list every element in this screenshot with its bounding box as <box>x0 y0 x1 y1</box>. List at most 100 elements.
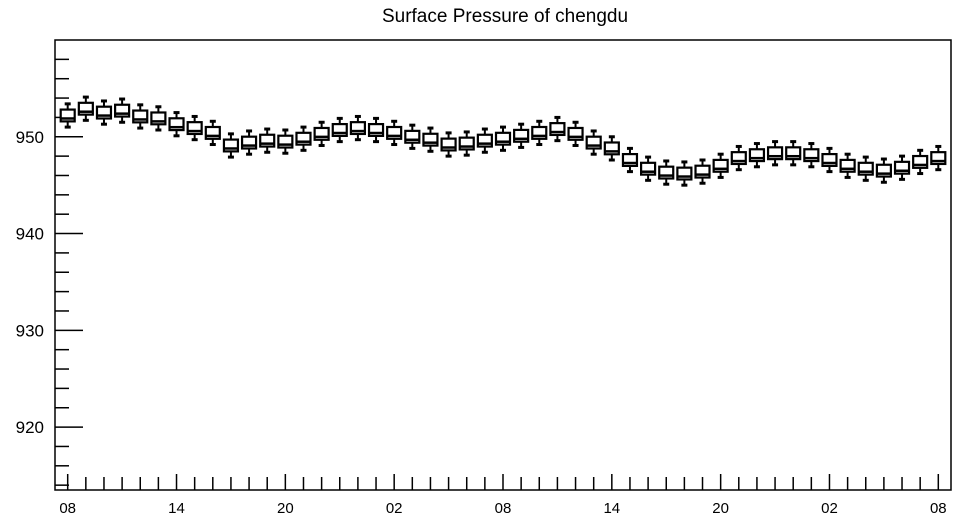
box-body <box>803 148 820 163</box>
box-mark <box>349 114 366 142</box>
box-mark <box>204 119 221 147</box>
x-tick-label: 08 <box>495 500 512 517</box>
box-body <box>132 109 149 124</box>
x-tick-label: 20 <box>277 500 294 517</box>
box-mark <box>259 127 276 154</box>
box-mark <box>803 142 820 169</box>
x-tick-label: 02 <box>821 500 838 517</box>
y-tick-label: 920 <box>16 418 44 437</box>
box-mark <box>640 155 657 182</box>
x-tick-label: 02 <box>386 500 403 517</box>
box-body <box>313 126 330 141</box>
box-body <box>386 125 403 140</box>
box-body <box>785 146 802 161</box>
box-mark <box>567 120 584 147</box>
box-mark <box>766 140 784 167</box>
y-tick-label: 930 <box>16 321 44 340</box>
box-mark <box>893 154 911 181</box>
box-body <box>875 163 892 178</box>
box-mark <box>240 129 258 156</box>
box-mark <box>132 103 149 130</box>
box-mark <box>531 119 548 147</box>
box-body <box>295 131 312 146</box>
box-mark <box>875 157 892 184</box>
box-body <box>857 161 874 176</box>
box-body <box>694 164 711 179</box>
box-mark <box>277 128 294 155</box>
box-mark <box>694 158 711 185</box>
box-body <box>168 117 185 132</box>
box-mark <box>422 126 439 153</box>
box-mark <box>222 132 240 159</box>
box-body <box>531 125 548 140</box>
box-mark <box>313 120 330 147</box>
box-mark <box>168 111 185 138</box>
box-body <box>603 141 620 156</box>
box-body <box>331 122 348 138</box>
box-mark <box>476 127 493 154</box>
box-mark <box>857 155 874 182</box>
box-mark <box>912 148 929 176</box>
box-mark <box>295 125 312 152</box>
box-body <box>476 133 493 148</box>
box-mark <box>95 99 113 126</box>
box-body <box>658 165 675 180</box>
x-tick-label: 20 <box>712 500 729 517</box>
box-mark <box>730 144 747 172</box>
box-body <box>77 101 94 116</box>
box-body <box>204 125 221 140</box>
box-body <box>404 129 421 144</box>
box-body <box>839 158 856 173</box>
box-body <box>150 111 167 126</box>
box-mark <box>621 146 639 174</box>
box-mark <box>821 146 838 174</box>
box-mark <box>367 116 385 144</box>
box-body <box>240 135 258 150</box>
x-axis: 08 14 20 02 08 14 20 02 08 <box>59 474 947 517</box>
box-mark <box>712 152 729 179</box>
box-body <box>186 121 203 136</box>
box-body <box>440 137 457 152</box>
box-body <box>59 108 76 123</box>
box-mark <box>658 159 675 186</box>
x-tick-label: 08 <box>59 500 76 517</box>
box-mark <box>549 115 566 143</box>
box-body <box>367 122 385 138</box>
box-mark <box>513 122 530 149</box>
x-tick-label: 14 <box>168 500 185 517</box>
box-body <box>277 134 294 149</box>
box-mark <box>839 152 856 179</box>
box-mark <box>404 123 421 150</box>
box-body <box>893 160 911 175</box>
y-tick-label: 950 <box>16 128 44 147</box>
box-mark <box>458 130 475 157</box>
box-mark <box>77 95 94 122</box>
box-body <box>259 133 276 148</box>
box-body <box>640 161 657 176</box>
y-tick-label: 940 <box>16 225 44 244</box>
box-body <box>549 122 566 137</box>
x-tick-label: 14 <box>603 500 620 517</box>
box-body <box>676 166 693 181</box>
box-body <box>912 154 929 169</box>
x-tick-label: 08 <box>930 500 947 517</box>
box-body <box>748 148 766 163</box>
box-body <box>513 128 530 143</box>
box-body <box>712 158 729 173</box>
box-mark <box>114 97 131 124</box>
box-body <box>422 132 439 147</box>
box-body <box>585 135 602 150</box>
box-body <box>567 126 584 141</box>
box-body <box>114 103 131 118</box>
box-body <box>222 138 240 153</box>
box-mark <box>785 140 802 167</box>
y-axis: 920 930 940 950 <box>16 58 83 486</box>
box-mark <box>386 119 403 147</box>
boxes <box>59 95 947 187</box>
chart-title: Surface Pressure of chengdu <box>382 6 628 27</box>
box-body <box>621 152 639 168</box>
box-mark <box>748 142 766 169</box>
box-mark <box>585 129 602 156</box>
box-body <box>821 152 838 168</box>
